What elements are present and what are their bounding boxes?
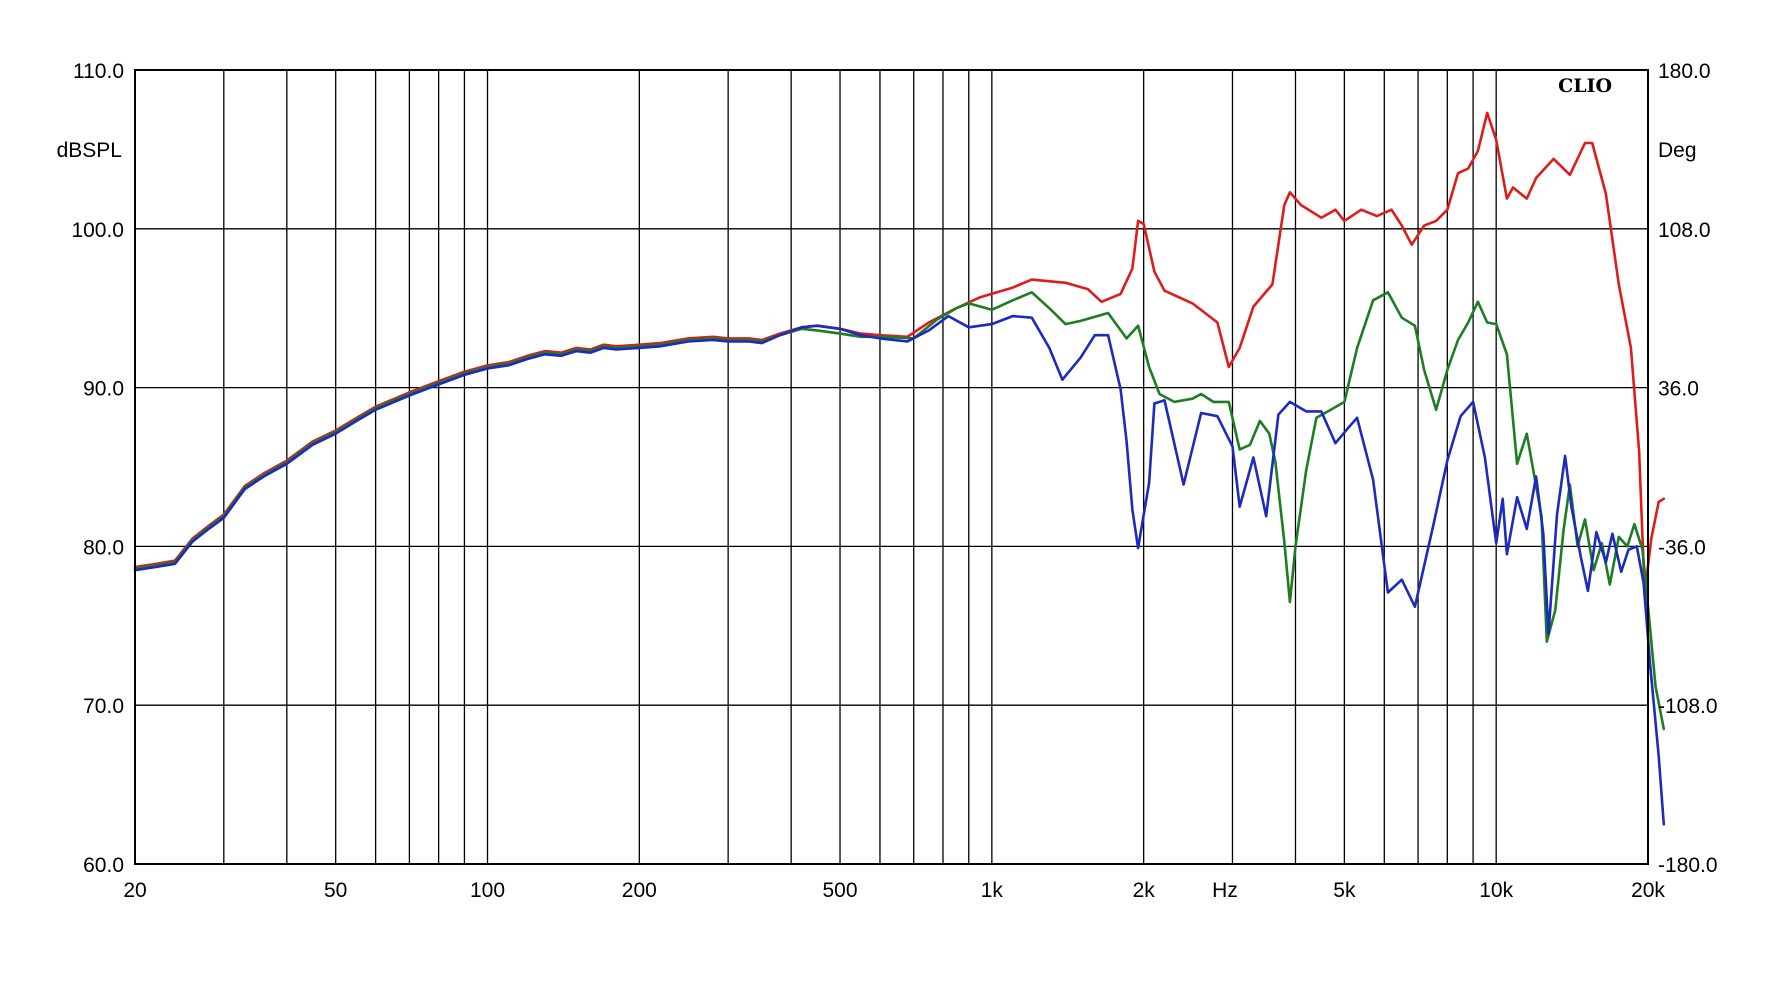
x-tick-label: 20 <box>123 879 146 902</box>
y-tick-label: 70.0 <box>83 695 124 718</box>
y-axis-label: dBSPL <box>57 139 122 162</box>
y2-tick-label: 180.0 <box>1658 60 1711 83</box>
x-tick-label: 5k <box>1333 879 1356 902</box>
series-line-2 <box>133 291 1666 731</box>
y2-tick-label: 36.0 <box>1658 378 1699 401</box>
y2-tick-label: -108.0 <box>1658 695 1718 718</box>
x-axis-label: Hz <box>1212 879 1238 902</box>
series-layer <box>133 111 1666 826</box>
y-tick-label: 90.0 <box>83 378 124 401</box>
x-tick-label: 500 <box>823 879 858 902</box>
x-tick-label: 2k <box>1133 879 1156 902</box>
y2-tick-label: 108.0 <box>1658 219 1711 242</box>
y2-tick-label: -180.0 <box>1658 854 1718 877</box>
y2-tick-label: -36.0 <box>1658 536 1706 559</box>
x-tick-label: 50 <box>324 879 347 902</box>
x-tick-label: 20k <box>1631 879 1665 902</box>
grid <box>135 70 1648 864</box>
y2-axis-label: Deg <box>1658 139 1697 162</box>
y-tick-label: 80.0 <box>83 536 124 559</box>
x-tick-label: 1k <box>981 879 1004 902</box>
tick-labels: 110.0 100.0 90.0 80.0 70.0 60.0 180.0 108.0 36.0… <box>71 60 1717 902</box>
series-line-1 <box>133 111 1666 596</box>
y-tick-label: 100.0 <box>71 219 124 242</box>
plot-frame <box>134 69 1649 865</box>
series-line-3 <box>133 314 1666 826</box>
x-tick-label: 200 <box>622 879 657 902</box>
y-tick-label: 110.0 <box>73 60 124 83</box>
brand-label: CLIO <box>1558 75 1612 97</box>
x-tick-label: 10k <box>1479 879 1513 902</box>
x-tick-label: 100 <box>470 879 505 902</box>
y-tick-label: 60.0 <box>83 854 124 877</box>
